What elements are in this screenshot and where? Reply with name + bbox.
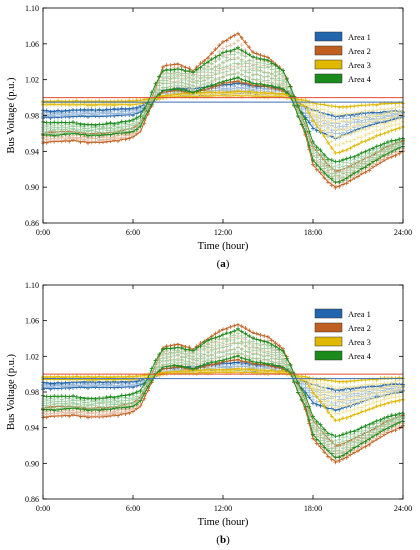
series-lower-line bbox=[43, 95, 404, 154]
series-upper-line bbox=[42, 32, 404, 172]
series-area-4 bbox=[41, 45, 405, 185]
series-lower-line bbox=[42, 81, 404, 188]
series-upper-line bbox=[43, 82, 404, 117]
series-upper-line bbox=[43, 90, 404, 107]
plot-area bbox=[41, 31, 405, 190]
chart-panel-a: 0.860.900.940.981.021.061.100:00 6:00 12:0… bbox=[6, 4, 412, 270]
series-area-3 bbox=[41, 88, 405, 156]
